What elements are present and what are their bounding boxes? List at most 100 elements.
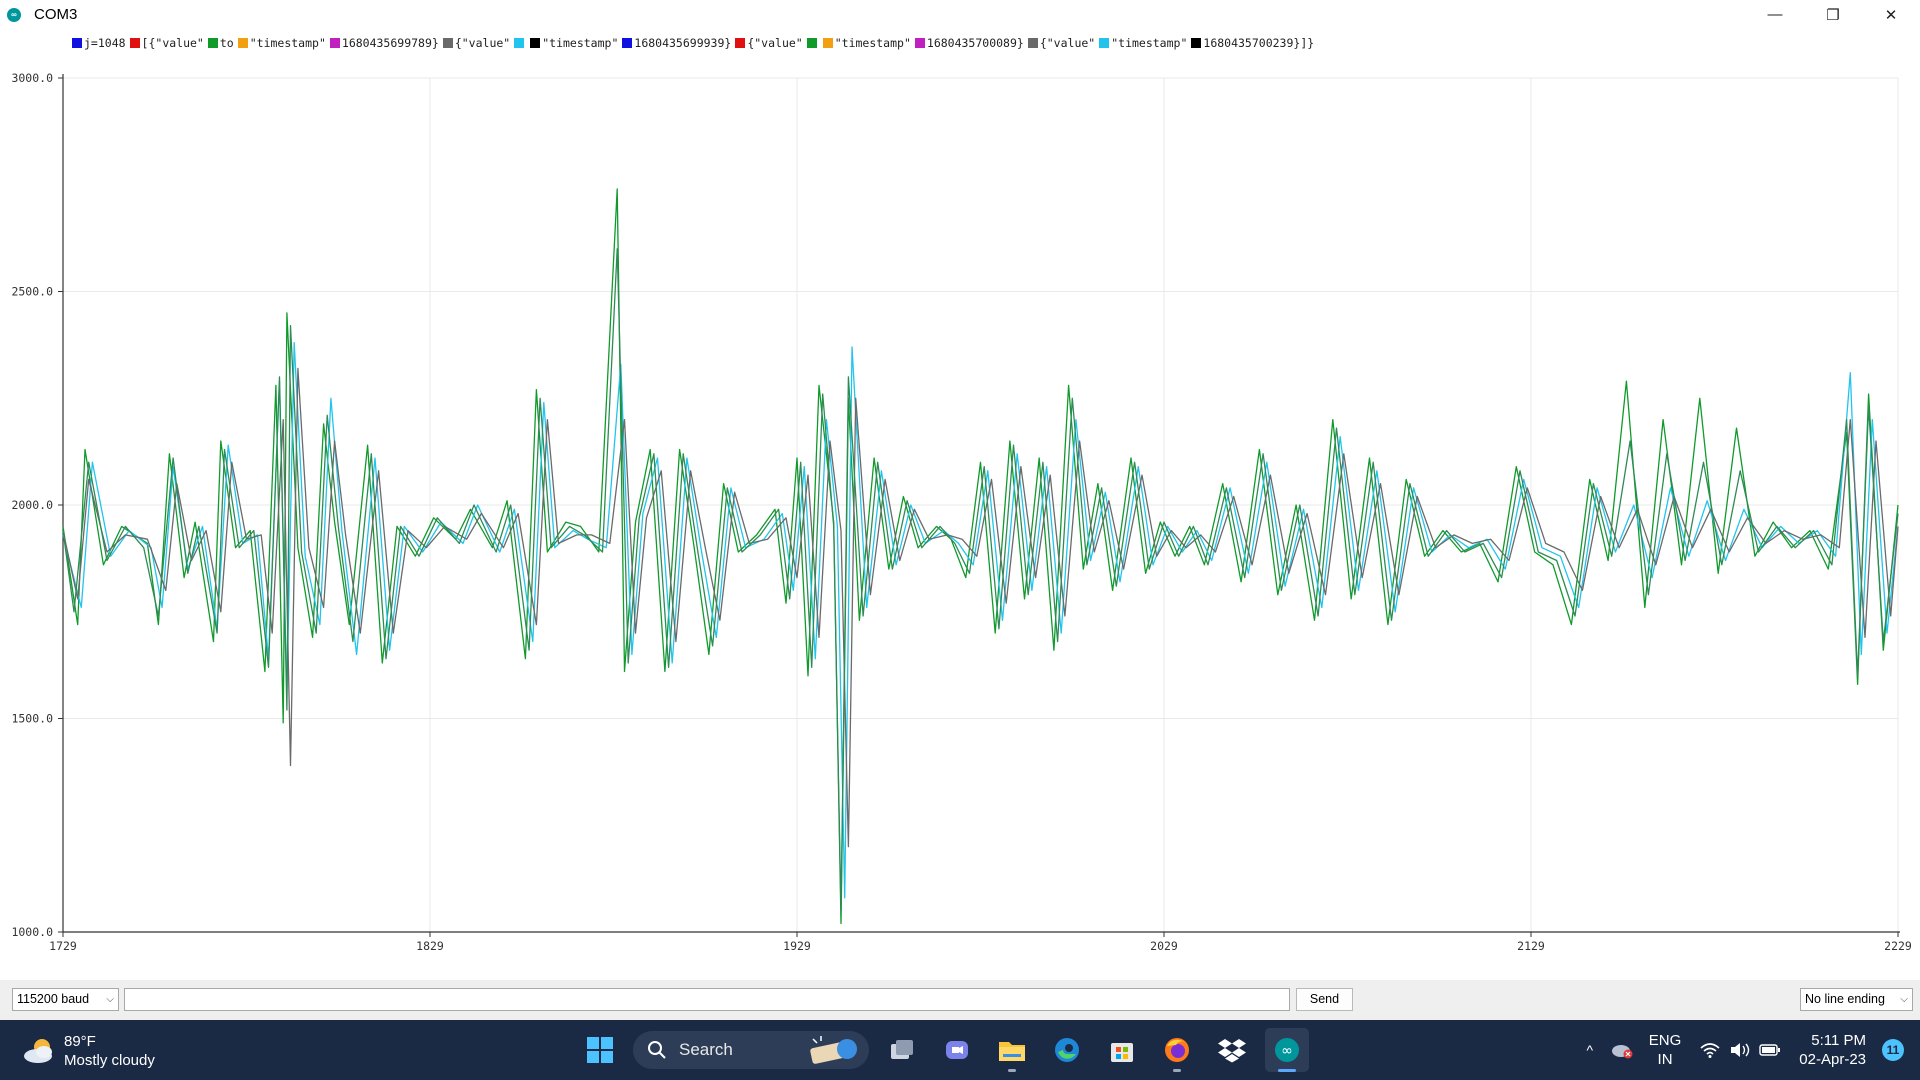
notification-badge[interactable]: 11 — [1882, 1039, 1904, 1061]
task-view-icon[interactable] — [880, 1028, 924, 1072]
window-title: COM3 — [34, 6, 78, 23]
legend-label: "timestamp" — [834, 36, 911, 50]
send-button[interactable]: Send — [1296, 988, 1353, 1011]
battery-icon[interactable] — [1755, 1044, 1785, 1056]
series-line-2 — [62, 367, 1899, 848]
teams-chat-icon[interactable] — [935, 1028, 979, 1072]
running-indicator — [1008, 1069, 1016, 1072]
legend-swatch — [207, 38, 218, 48]
edge-browser-icon[interactable] — [1045, 1028, 1089, 1072]
restore-button[interactable]: ❐ — [1826, 6, 1840, 24]
region-code: IN — [1657, 1051, 1673, 1068]
line-ending-value: No line ending — [1805, 992, 1885, 1006]
language-indicator[interactable]: ENG IN — [1649, 1031, 1682, 1069]
legend-label: j=1048 — [84, 36, 126, 50]
y-tick-label: 1000.0 — [11, 925, 53, 939]
legend-swatch — [822, 38, 833, 48]
clock-date: 02-Apr-23 — [1799, 1051, 1866, 1068]
legend-swatch — [237, 38, 248, 48]
x-tick-label: 2129 — [1517, 939, 1545, 953]
system-clock[interactable]: 5:11 PM 02-Apr-23 — [1799, 1031, 1866, 1069]
legend-swatch — [329, 38, 340, 48]
search-label: Search — [679, 1040, 733, 1059]
legend-swatch — [129, 38, 140, 48]
taskbar-apps: Search ∞ — [578, 1028, 1320, 1072]
x-tick-label: 1829 — [416, 939, 444, 953]
y-tick-label: 2000.0 — [11, 498, 53, 512]
serial-plot: 1729 1829 1929 2029 2129 2229 3000.0 2500.0 2000… — [11, 71, 1911, 953]
legend-swatch — [806, 38, 817, 48]
legend-label: [{"value" — [141, 36, 204, 50]
y-tick-label: 3000.0 — [11, 71, 53, 85]
legend-label: to — [219, 36, 234, 50]
y-tick-label: 1500.0 — [11, 712, 53, 726]
series-line-1 — [62, 342, 1899, 899]
tray-chevron-up-icon[interactable]: ^ — [1586, 1042, 1594, 1058]
chevron-down-icon: ⌵ — [1900, 994, 1908, 1005]
legend-label: {"value" — [747, 36, 803, 50]
legend-swatch — [1027, 38, 1038, 48]
baud-rate-value: 115200 baud — [17, 992, 90, 1006]
arduino-ide-icon[interactable]: ∞ — [1265, 1028, 1309, 1072]
svg-text:∞: ∞ — [1281, 1043, 1293, 1059]
search-highlight-icon — [810, 1036, 857, 1064]
windows-taskbar: 89°F Mostly cloudy Search — [0, 1020, 1920, 1080]
legend-swatch — [735, 38, 746, 48]
plot-axes: 1729 1829 1929 2029 2129 2229 3000.0 2500.0 2000… — [11, 71, 1911, 953]
legend-label: {"value" — [1039, 36, 1096, 50]
legend-swatch — [1099, 38, 1110, 48]
legend-label: {"value" — [454, 36, 511, 50]
plot-grid — [62, 77, 1899, 933]
volume-icon[interactable] — [1725, 1042, 1755, 1058]
legend-swatch — [72, 38, 82, 48]
language-code: ENG — [1648, 1032, 1682, 1049]
legend-label: "timestamp" — [1111, 36, 1188, 50]
clock-time: 5:11 PM — [1811, 1032, 1866, 1049]
series-line-0 — [62, 188, 1899, 925]
line-ending-select[interactable]: No line ending ⌵ — [1800, 988, 1913, 1011]
cloud-offline-icon[interactable] — [1605, 1041, 1639, 1059]
window-controls: — ❐ ✕ — [1746, 0, 1920, 29]
legend-label: 1680435699939} — [634, 36, 732, 50]
legend-label: 1680435699789} — [341, 36, 439, 50]
file-explorer-icon[interactable] — [990, 1028, 1034, 1072]
plot-legend: j=1048 [{"value" to "timestamp" 168043569978… — [72, 35, 1318, 51]
close-button[interactable]: ✕ — [1884, 6, 1898, 24]
legend-swatch — [530, 38, 541, 48]
wifi-icon[interactable] — [1695, 1042, 1725, 1058]
baud-rate-select[interactable]: 115200 baud ⌵ — [12, 988, 119, 1011]
active-indicator — [1278, 1069, 1296, 1072]
legend-swatch — [1191, 38, 1202, 48]
title-bar: ∞ COM3 — ❐ ✕ — [0, 0, 1920, 29]
legend-label: "timestamp" — [542, 36, 619, 50]
plot-series — [62, 188, 1899, 925]
chevron-down-icon: ⌵ — [106, 994, 114, 1005]
x-tick-label: 2229 — [1884, 939, 1912, 953]
running-indicator — [1173, 1069, 1181, 1072]
windows-start-icon[interactable] — [578, 1028, 622, 1072]
taskbar-search-box[interactable]: Search — [633, 1031, 869, 1069]
legend-swatch — [514, 38, 525, 48]
minimize-button[interactable]: — — [1767, 6, 1783, 23]
microsoft-store-icon[interactable] — [1100, 1028, 1144, 1072]
system-tray: ^ ENG IN 5:11 PM 02-Apr-23 11 — [1575, 1020, 1920, 1080]
search-icon — [648, 1041, 666, 1059]
arduino-app-icon: ∞ — [7, 7, 21, 22]
legend-label: 1680435700239}]} — [1203, 36, 1315, 50]
legend-label: "timestamp" — [249, 36, 326, 50]
cloudy-weather-icon — [22, 1037, 56, 1065]
legend-swatch — [622, 38, 633, 48]
dropbox-icon[interactable] — [1210, 1028, 1254, 1072]
firefox-icon[interactable] — [1155, 1028, 1199, 1072]
series-line-3 — [62, 248, 1899, 912]
legend-swatch — [442, 38, 453, 48]
legend-swatch — [914, 38, 925, 48]
x-tick-label: 2029 — [1150, 939, 1178, 953]
serial-control-bar: 115200 baud ⌵ Send No line ending ⌵ — [0, 980, 1920, 1020]
weather-temperature: 89°F — [64, 1033, 96, 1050]
weather-widget[interactable]: 89°F Mostly cloudy — [22, 1032, 155, 1070]
y-tick-label: 2500.0 — [11, 285, 53, 299]
weather-description: Mostly cloudy — [64, 1052, 155, 1069]
serial-message-input[interactable] — [124, 988, 1290, 1011]
x-tick-label: 1929 — [783, 939, 811, 953]
